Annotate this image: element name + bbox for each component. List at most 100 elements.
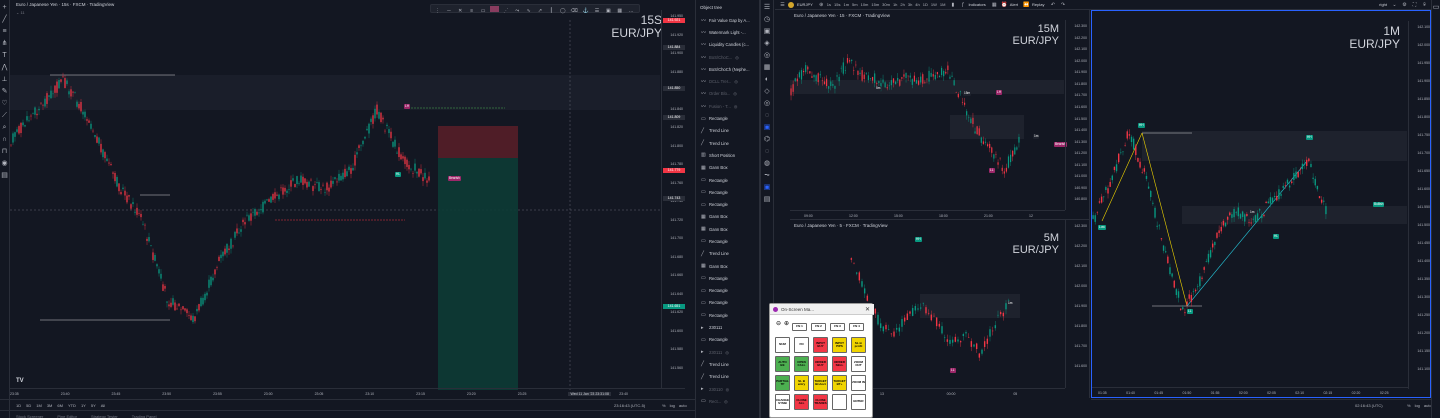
heart-icon[interactable]: ♡ (1, 100, 8, 107)
chart-5m-price-axis[interactable]: 142.300 142.200 142.100 142.000 141.900 141.8… (1065, 220, 1089, 388)
chart-5m-candles[interactable] (850, 234, 1064, 384)
left-candles[interactable] (10, 20, 660, 390)
scale-option[interactable]: % (662, 403, 666, 408)
templates-icon[interactable]: ▦ (991, 1, 997, 8)
osm-zoom-in-icon[interactable]: ⊖ (776, 321, 782, 327)
anchor-icon[interactable]: ⚓ (582, 8, 589, 14)
range-6m[interactable]: 6M (57, 403, 63, 408)
list-icon[interactable]: ☰ (763, 4, 771, 11)
object-tree-item[interactable]: ▸ 230111 ◎ (696, 346, 759, 358)
idea-icon[interactable]: ◈ (764, 40, 770, 47)
object-tree-item[interactable]: 〰 Order Blo... ◎ (696, 88, 759, 100)
scale-option[interactable]: log (669, 403, 675, 408)
osm-zoom-out-icon[interactable]: ⊕ (784, 321, 790, 327)
trash-icon[interactable]: ▤ (1, 172, 8, 179)
pitchfork-icon[interactable]: ⋔ (1, 40, 8, 47)
more-icon[interactable]: … (628, 8, 634, 14)
osm-button[interactable]: FN 3 (830, 323, 845, 331)
object-tree-item[interactable]: ╱ Trend Line (696, 137, 759, 149)
object-tree-item[interactable]: 〰 Liquidity Candles (c... (696, 39, 759, 51)
compare-icon[interactable]: ⊕ (819, 1, 824, 8)
object-tree-item[interactable]: ▦ Gann Box (696, 223, 759, 235)
object-tree-item[interactable]: ▭ Rectangle (696, 285, 759, 297)
object-tree-item[interactable]: ╱ Trend Line (696, 358, 759, 370)
chart-1m-time-axis[interactable]: 01:35 01:40 01:45 01:50 01:55 02:00 02:05 02:10… (1092, 387, 1408, 397)
osm-button[interactable]: ORDER BUY (813, 356, 828, 372)
timeframe-15m[interactable]: 15m (871, 1, 880, 7)
eraser-icon[interactable]: ⌫ (570, 8, 578, 14)
osm-button[interactable]: FN 4 (849, 323, 864, 331)
crosshair-icon[interactable]: + (2, 4, 7, 11)
path-icon[interactable]: ⤳ (515, 8, 520, 14)
object-tree-item[interactable]: 〰 BoS/ChoC... ◎ (696, 51, 759, 63)
cross-icon[interactable]: ✕ (458, 8, 463, 14)
object-tree-item[interactable]: ▦ Gann Box (696, 260, 759, 272)
timeframe-1d[interactable]: 1D (922, 1, 928, 7)
avatar[interactable] (788, 1, 794, 8)
bell-icon[interactable]: ◎ (763, 52, 771, 59)
timeframe-1m[interactable]: 1m (843, 1, 850, 7)
broadcast-icon[interactable]: ◍ (763, 160, 771, 167)
chat-bubble-icon[interactable]: ◌ (764, 112, 770, 119)
osm-button[interactable]: ENTER (851, 394, 866, 410)
osm-button[interactable]: SL B entry (794, 375, 809, 391)
selected-tool-icon[interactable]: ▣ (763, 184, 771, 191)
osm-button[interactable] (832, 394, 847, 410)
osm-button[interactable]: ZOOM OUT (851, 356, 866, 372)
fib-tool-icon[interactable]: ≡ (470, 8, 474, 14)
indicators-icon[interactable]: ƒ (961, 1, 965, 8)
object-tree-item[interactable]: ▭ Rectangle (696, 309, 759, 321)
object-tree-item[interactable]: ▥ Short Position (696, 149, 759, 161)
timeframe-1s[interactable]: 1s (826, 1, 832, 7)
timeframe-2h[interactable]: 2h (900, 1, 905, 7)
osm-button[interactable]: AUTO BE (775, 356, 790, 372)
timeframe-4h[interactable]: 4h (915, 1, 920, 7)
chart-1m-candles[interactable] (1092, 31, 1407, 381)
object-tree-item[interactable]: 〰 DCLL Trer... ◎ (696, 75, 759, 87)
grid-icon[interactable]: ▦ (617, 8, 623, 14)
signal-icon[interactable]: ⌬ (763, 136, 771, 143)
timeframe-30m[interactable]: 30m (882, 1, 890, 7)
hidden-eye-icon[interactable]: ◎ (734, 79, 738, 85)
timeframe-1m[interactable]: 1M (939, 1, 946, 7)
horizontal-lines-icon[interactable]: ≡ (2, 28, 7, 35)
drag-handle-icon[interactable]: ⋮ (435, 8, 440, 14)
hidden-eye-icon[interactable]: ◎ (725, 349, 729, 355)
chart-type-icon[interactable]: ▮ (951, 1, 955, 8)
object-tree-item[interactable]: 〰 BoS/ChoCh (Nephe... (696, 63, 759, 75)
osm-button[interactable]: NUM (775, 337, 790, 353)
chart-15m-candles[interactable] (790, 30, 1064, 205)
range-5d[interactable]: 5D (26, 403, 32, 408)
settings-icon[interactable]: ⚙ (1402, 1, 1407, 8)
trend-line-icon[interactable]: ╱ (2, 16, 7, 23)
chart-1m-price-axis[interactable]: 142.100 142.000 141.950 141.900 141.850 141.8… (1408, 21, 1430, 389)
left-bottom-time[interactable]: 23:16:43 (UTC-5) (614, 403, 646, 408)
object-tree-item[interactable]: ▭ Rectangle (696, 235, 759, 247)
hidden-eye-icon[interactable]: ◎ (725, 386, 730, 392)
object-tree-item[interactable]: ▦ Gann Box (696, 211, 759, 223)
bottom-tab[interactable]: Strategy Tester (90, 414, 118, 418)
layout-dropdown-icon[interactable]: ⌄ (1392, 1, 1397, 8)
osm-button[interactable]: INPUT BUY (813, 337, 828, 353)
lock-icon[interactable]: ⊓ (1, 148, 8, 155)
timeframe-10m[interactable]: 10m (860, 1, 869, 7)
object-tree-item[interactable]: ▭ Rectangle (696, 174, 759, 186)
bottom-tab[interactable]: Trading Panel (131, 414, 157, 418)
bars-icon[interactable]: ⫿ (550, 8, 553, 14)
magnet-icon[interactable]: ∩ (1, 136, 8, 143)
hidden-eye-icon[interactable]: ◎ (724, 398, 728, 404)
bulb-icon[interactable]: ◐ (764, 76, 770, 83)
trash-bin-icon[interactable]: ▤ (763, 196, 771, 203)
range-1d[interactable]: 1D (16, 403, 22, 408)
alert-icon[interactable]: ⏰ (1001, 1, 1008, 8)
scale-option[interactable]: log (1414, 403, 1420, 408)
object-tree-item[interactable]: ▭ Rectangle (696, 198, 759, 210)
hidden-eye-icon[interactable]: ◎ (733, 103, 738, 109)
left-chart-panel[interactable]: + ╱ ≡ ⋔ T ⋀ ⟂ ✎ ♡ ⟋ ⌕ ∩ ⊓ ◉ ▤ Euro / Jap… (0, 0, 695, 418)
menu-icon[interactable]: ☰ (780, 1, 785, 8)
stream-icon[interactable]: ◇ (764, 88, 770, 95)
alert-button[interactable]: Alert (1009, 2, 1019, 7)
line-tool-icon[interactable]: ─ (447, 8, 451, 14)
scale-option[interactable]: % (1407, 403, 1411, 408)
measure-icon[interactable]: ⋰ (503, 8, 509, 14)
